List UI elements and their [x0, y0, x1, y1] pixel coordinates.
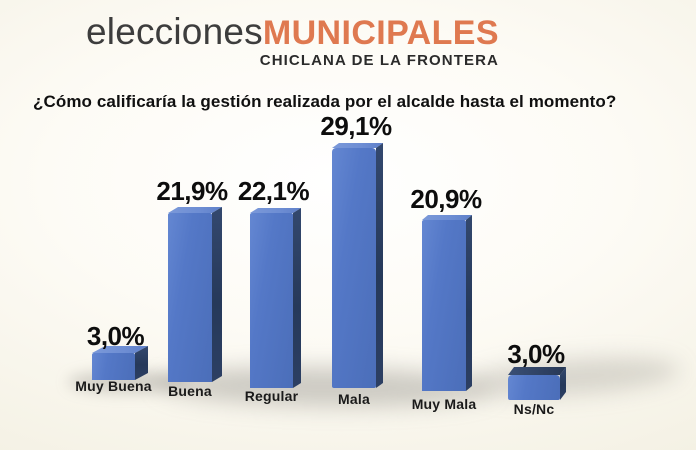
bar-front-face-ns-nc	[508, 375, 560, 400]
brand-logo: elecciones MUNICIPALES	[86, 13, 499, 50]
bar-front-face-muy-mala	[422, 220, 466, 391]
category-label-buena: Buena	[168, 383, 212, 399]
bar-top-face-ns-nc	[508, 367, 566, 375]
bar-top-face-regular	[250, 208, 301, 213]
brand-subtitle: CHICLANA DE LA FRONTERA	[259, 52, 499, 69]
category-label-ns-nc: Ns/Nc	[513, 401, 555, 417]
bar-side-face-ns-nc	[560, 367, 566, 400]
value-label-mala: 29,1%	[320, 111, 392, 141]
bar-side-face-buena	[212, 207, 222, 382]
brand-municipales: MUNICIPALES	[262, 14, 499, 52]
bar-top-face-mala	[332, 143, 383, 148]
bar-top-face-buena	[168, 207, 222, 213]
bar-front-face-muy-buena	[92, 353, 135, 380]
category-label-mala: Mala	[338, 391, 370, 407]
bar-top-face-muy-mala	[422, 215, 472, 220]
chart-question: ¿Cómo calificaría la gestión realizada p…	[33, 92, 617, 111]
category-label-regular: Regular	[244, 388, 299, 404]
bar-side-face-muy-buena	[135, 346, 148, 380]
value-label-ns-nc: 3,0%	[507, 339, 565, 369]
bar-side-face-regular	[293, 208, 301, 388]
bar-side-face-muy-mala	[466, 215, 472, 391]
bar-top-face-muy-buena	[92, 346, 148, 353]
brand-elecciones: elecciones	[86, 11, 263, 52]
value-label-muy-buena: 3,0%	[86, 321, 145, 351]
category-label-muy-buena: Muy Buena	[75, 378, 152, 394]
header: elecciones MUNICIPALES CHICLANA DE LA FRO…	[86, 13, 499, 68]
bar-front-face-regular	[250, 213, 293, 388]
bar-front-face-mala	[332, 148, 376, 388]
category-label-muy-mala: Muy Mala	[411, 396, 477, 412]
bar-front-face-buena	[168, 213, 212, 382]
bar-side-face-mala	[376, 143, 383, 388]
value-label-muy-mala: 20,9%	[410, 184, 482, 214]
value-label-buena: 21,9%	[156, 176, 228, 206]
floor-shadow-right	[467, 351, 681, 403]
value-label-regular: 22,1%	[237, 176, 310, 206]
